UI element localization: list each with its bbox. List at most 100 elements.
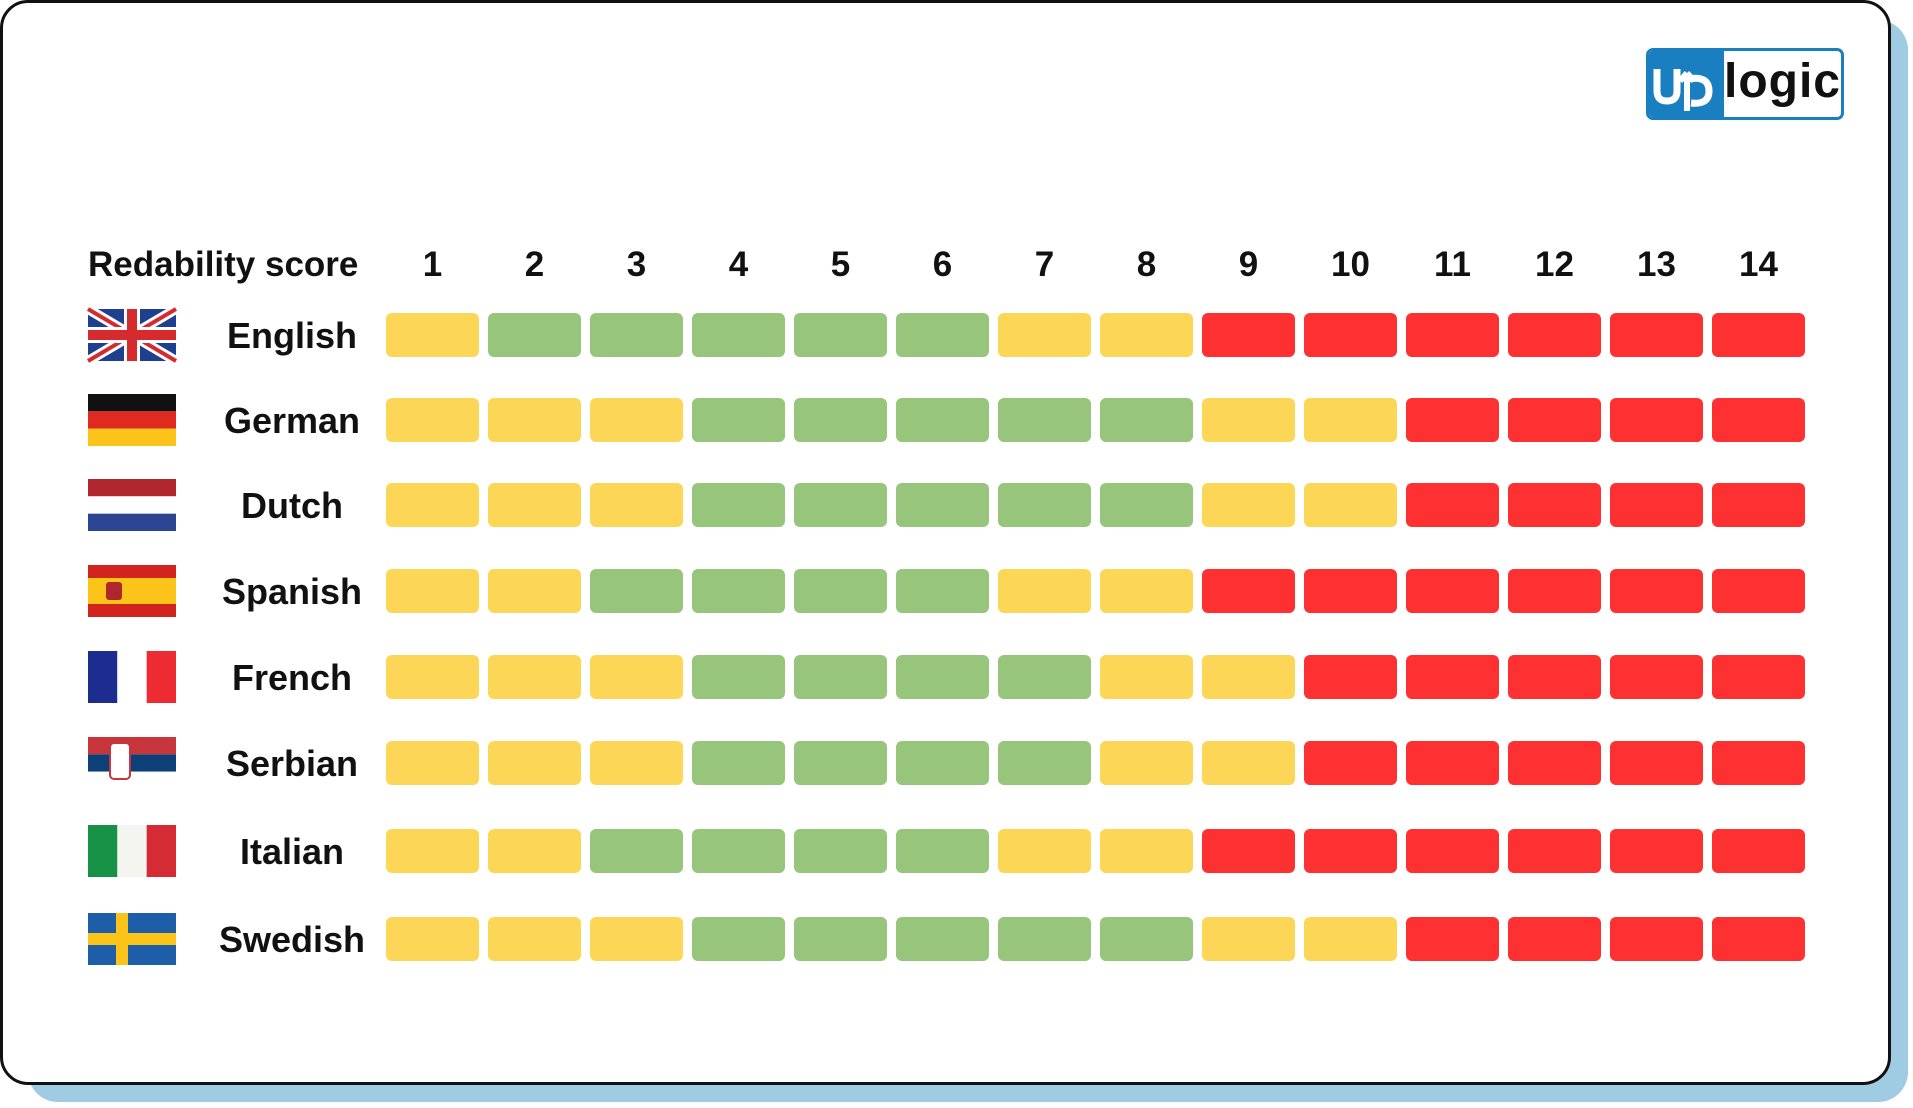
cell-dutch-3 — [590, 483, 683, 527]
cell-spanish-6 — [896, 569, 989, 613]
cell-dutch-14 — [1712, 483, 1805, 527]
cell-swedish-8 — [1100, 917, 1193, 961]
logo-text: logic — [1723, 54, 1841, 108]
cell-german-6 — [896, 398, 989, 442]
cell-english-1 — [386, 313, 479, 357]
cell-spanish-2 — [488, 569, 581, 613]
cell-swedish-12 — [1508, 917, 1601, 961]
cell-serbian-5 — [794, 741, 887, 785]
cell-swedish-13 — [1610, 917, 1703, 961]
cell-italian-4 — [692, 829, 785, 873]
cell-swedish-1 — [386, 917, 479, 961]
cell-dutch-4 — [692, 483, 785, 527]
cell-french-6 — [896, 655, 989, 699]
cell-german-9 — [1202, 398, 1295, 442]
cell-italian-3 — [590, 829, 683, 873]
cell-spanish-8 — [1100, 569, 1193, 613]
language-label-french: French — [232, 657, 352, 698]
cell-serbian-12 — [1508, 741, 1601, 785]
cell-swedish-3 — [590, 917, 683, 961]
column-tick-14: 14 — [1739, 245, 1778, 284]
cell-dutch-6 — [896, 483, 989, 527]
cell-dutch-1 — [386, 483, 479, 527]
cell-dutch-8 — [1100, 483, 1193, 527]
cell-serbian-9 — [1202, 741, 1295, 785]
cell-serbian-4 — [692, 741, 785, 785]
cell-swedish-4 — [692, 917, 785, 961]
cell-swedish-7 — [998, 917, 1091, 961]
cell-swedish-10 — [1304, 917, 1397, 961]
heatmap-cells — [386, 313, 1805, 961]
cell-italian-9 — [1202, 829, 1295, 873]
serbia-flag-icon — [88, 737, 176, 789]
cell-serbian-2 — [488, 741, 581, 785]
cell-serbian-11 — [1406, 741, 1499, 785]
column-tick-6: 6 — [933, 245, 952, 284]
spain-flag-icon — [88, 565, 176, 617]
italy-flag-icon — [88, 825, 176, 877]
cell-french-14 — [1712, 655, 1805, 699]
cell-italian-8 — [1100, 829, 1193, 873]
cell-spanish-13 — [1610, 569, 1703, 613]
cell-swedish-14 — [1712, 917, 1805, 961]
cell-swedish-9 — [1202, 917, 1295, 961]
cell-german-8 — [1100, 398, 1193, 442]
cell-spanish-1 — [386, 569, 479, 613]
column-ticks: 1 2 3 4 5 6 7 8 9 10 11 12 13 14 — [423, 245, 1779, 284]
cell-swedish-2 — [488, 917, 581, 961]
cell-english-5 — [794, 313, 887, 357]
cell-german-12 — [1508, 398, 1601, 442]
cell-serbian-1 — [386, 741, 479, 785]
cell-swedish-6 — [896, 917, 989, 961]
france-flag-icon — [88, 651, 176, 703]
column-tick-9: 9 — [1239, 245, 1258, 284]
language-label-spanish: Spanish — [222, 571, 362, 612]
column-tick-11: 11 — [1434, 245, 1471, 284]
cell-italian-7 — [998, 829, 1091, 873]
cell-french-12 — [1508, 655, 1601, 699]
column-tick-8: 8 — [1137, 245, 1156, 284]
uplogic-logo: logic — [1646, 48, 1844, 120]
language-label-serbian: Serbian — [226, 743, 358, 784]
cell-german-13 — [1610, 398, 1703, 442]
language-label-dutch: Dutch — [241, 485, 343, 526]
uk-flag-icon — [85, 304, 179, 366]
cell-dutch-10 — [1304, 483, 1397, 527]
cell-swedish-11 — [1406, 917, 1499, 961]
cell-spanish-7 — [998, 569, 1091, 613]
cell-dutch-5 — [794, 483, 887, 527]
cell-spanish-10 — [1304, 569, 1397, 613]
cell-french-10 — [1304, 655, 1397, 699]
column-tick-12: 12 — [1535, 245, 1574, 284]
cell-serbian-13 — [1610, 741, 1703, 785]
cell-english-2 — [488, 313, 581, 357]
cell-english-6 — [896, 313, 989, 357]
cell-english-12 — [1508, 313, 1601, 357]
cell-italian-12 — [1508, 829, 1601, 873]
language-labels: English German Dutch Spanish French Serbian It… — [219, 315, 365, 960]
cell-german-14 — [1712, 398, 1805, 442]
cell-spanish-11 — [1406, 569, 1499, 613]
cell-french-4 — [692, 655, 785, 699]
cell-english-10 — [1304, 313, 1397, 357]
cell-french-13 — [1610, 655, 1703, 699]
cell-dutch-13 — [1610, 483, 1703, 527]
cell-english-14 — [1712, 313, 1805, 357]
cell-english-13 — [1610, 313, 1703, 357]
cell-french-3 — [590, 655, 683, 699]
header-label: Redability score — [88, 245, 358, 284]
language-label-english: English — [227, 315, 357, 356]
cell-dutch-9 — [1202, 483, 1295, 527]
cell-french-5 — [794, 655, 887, 699]
cell-italian-10 — [1304, 829, 1397, 873]
cell-english-11 — [1406, 313, 1499, 357]
column-tick-4: 4 — [729, 245, 749, 284]
language-label-german: German — [224, 400, 360, 441]
cell-dutch-11 — [1406, 483, 1499, 527]
cell-italian-14 — [1712, 829, 1805, 873]
cell-french-2 — [488, 655, 581, 699]
cell-serbian-14 — [1712, 741, 1805, 785]
cell-german-5 — [794, 398, 887, 442]
cell-french-9 — [1202, 655, 1295, 699]
